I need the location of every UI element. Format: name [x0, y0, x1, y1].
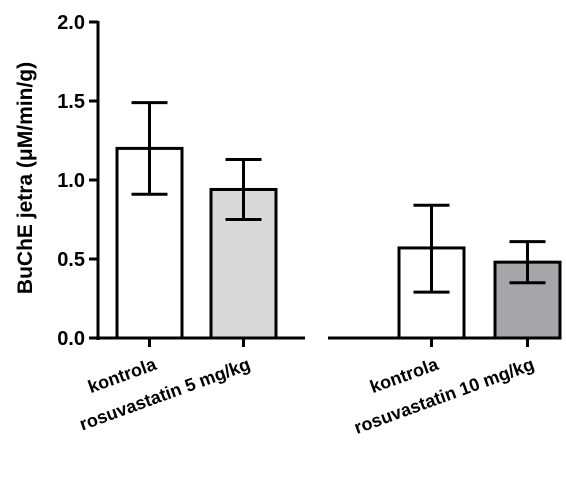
y-tick-label: 2.0	[57, 12, 85, 34]
y-axis: 0.0 0.5 1.0 1.5 2.0	[57, 12, 100, 350]
y-tick-label: 0.0	[57, 328, 85, 350]
y-tick-label: 1.0	[57, 170, 85, 192]
bars	[115, 146, 562, 340]
x-tick-label: rosuvastatin 5 mg/kg	[77, 354, 253, 434]
error-bars	[131, 101, 546, 294]
y-tick-label: 0.5	[57, 249, 85, 271]
y-tick-label: 1.5	[57, 91, 85, 113]
x-tick-label: rosuvastatin 10 mg/kg	[351, 354, 536, 438]
y-axis-label: BuChE jetra (μM/min/g)	[14, 62, 37, 294]
